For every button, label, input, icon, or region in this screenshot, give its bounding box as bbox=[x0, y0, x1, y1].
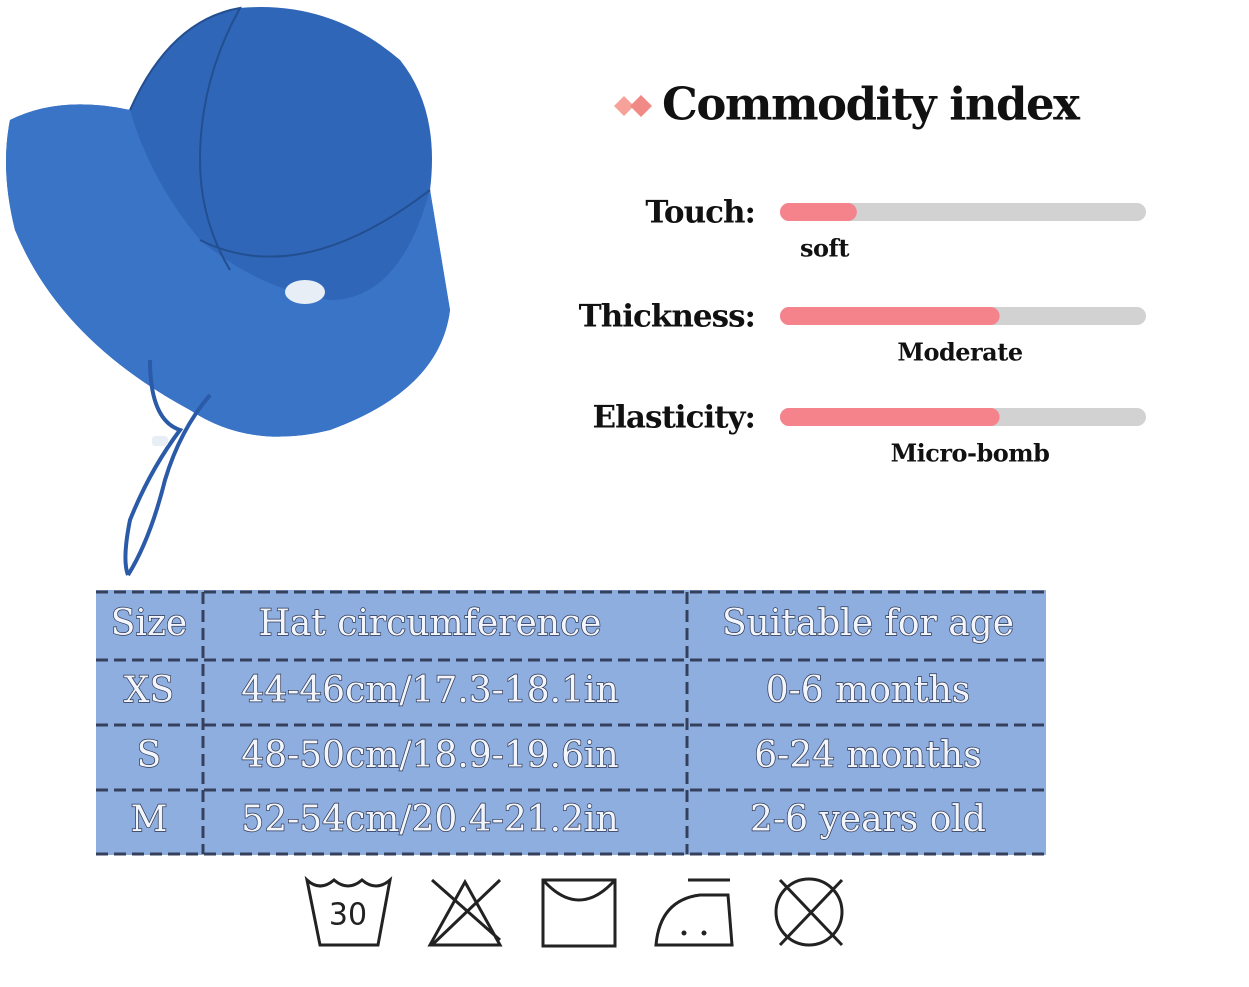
table-cell: 0-6 months bbox=[766, 670, 971, 711]
title: Commodity index bbox=[662, 78, 1081, 131]
index-label: Elasticity: bbox=[593, 400, 755, 436]
wash-temperature: 30 bbox=[329, 898, 367, 933]
table-cell: 44-46cm/17.3-18.1in bbox=[241, 670, 618, 711]
table-header: Hat circumference bbox=[259, 603, 602, 644]
table-cell: M bbox=[131, 799, 168, 840]
table-cell: 2-6 years old bbox=[750, 799, 986, 840]
index-value: soft bbox=[800, 234, 849, 263]
table-cell: 48-50cm/18.9-19.6in bbox=[241, 735, 618, 776]
care-icons: 30 bbox=[304, 875, 844, 948]
index-list: Touch: soft Thickness: Moderate Elasticity: M… bbox=[579, 195, 1146, 468]
table-cell: 6-24 months bbox=[754, 735, 981, 776]
table-lines bbox=[96, 590, 1046, 856]
size-table bbox=[96, 590, 1046, 855]
index-track bbox=[780, 203, 1146, 221]
index-fill bbox=[780, 203, 857, 221]
hat-image bbox=[6, 6, 450, 577]
table-cell: 52-54cm/20.4-21.2in bbox=[241, 799, 618, 840]
table-header: Suitable for age bbox=[722, 603, 1014, 644]
index-value: Micro-bomb bbox=[891, 439, 1050, 468]
index-fill bbox=[780, 307, 1000, 325]
table-text: Size Hat circumference Suitable for age XS 4… bbox=[110, 602, 1015, 840]
table-cell: S bbox=[137, 735, 162, 776]
index-label: Thickness: bbox=[579, 299, 755, 335]
index-label: Touch: bbox=[645, 195, 755, 231]
index-fill bbox=[780, 408, 1000, 426]
index-value: Moderate bbox=[897, 338, 1022, 367]
table-header: Size bbox=[111, 603, 187, 644]
table-cell: XS bbox=[124, 670, 174, 711]
title-marker bbox=[614, 95, 652, 117]
